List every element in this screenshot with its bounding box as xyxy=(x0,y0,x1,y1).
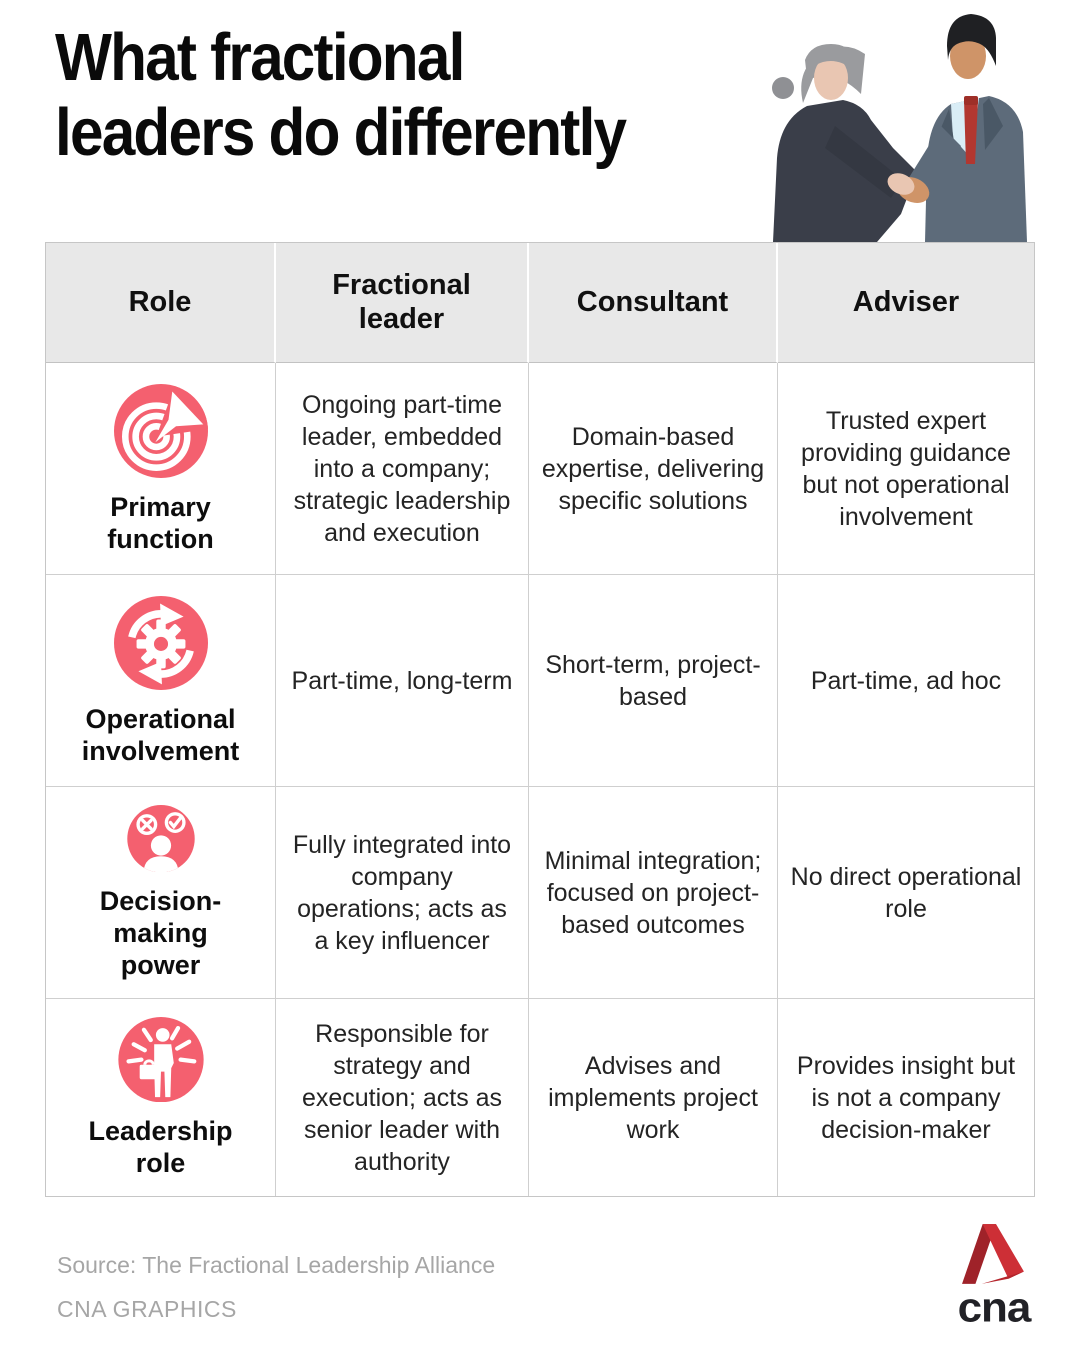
comparison-table: Role Fractional leader Consultant Advise… xyxy=(45,242,1035,1197)
cell-operational-involvement-consultant: Short-term, project-based xyxy=(529,575,778,787)
businessman-briefcase-icon xyxy=(117,1017,204,1103)
cell-primary-function-consultant: Domain-based expertise, delivering speci… xyxy=(529,363,778,575)
cell-decision-making-power-consultant: Minimal integration; focused on project-… xyxy=(529,787,778,999)
row-header-leadership-role: Leadership role xyxy=(46,999,276,1196)
cell-decision-making-power-adviser: No direct operational role xyxy=(778,787,1034,999)
row-header-primary-function: Primary function xyxy=(46,363,276,575)
cell-primary-function-fractional-leader: Ongoing part-time leader, embedded into … xyxy=(276,363,529,575)
cell-operational-involvement-adviser: Part-time, ad hoc xyxy=(778,575,1034,787)
cna-wordmark: cna xyxy=(957,1284,1032,1331)
page-title-line2: leaders do differently xyxy=(55,95,627,170)
column-header-role: Role xyxy=(46,243,276,363)
cell-leadership-role-adviser: Provides insight but is not a company de… xyxy=(796,1051,1016,1144)
cna-logo: cna xyxy=(948,1222,1040,1328)
cell-leadership-role-fractional-leader: Responsible for strategy and execution; … xyxy=(276,999,529,1196)
handshake-illustration xyxy=(772,14,1027,242)
page-title: What fractional leaders do differently xyxy=(55,20,627,170)
target-dart-icon xyxy=(113,383,208,478)
cna-logo-mark xyxy=(962,1224,1024,1284)
column-header-adviser: Adviser xyxy=(778,243,1034,363)
cell-decision-making-power-fractional-leader: Fully integrated into company operations… xyxy=(276,787,529,999)
row-header-decision-making-power: Decision-making power xyxy=(46,787,276,999)
person-check-cross-icon xyxy=(126,805,195,873)
credit-text: CNA GRAPHICS xyxy=(57,1296,237,1322)
column-header-fractional-leader: Fractional leader xyxy=(276,243,529,363)
role-label: Decision-making power xyxy=(99,886,222,981)
role-label: Primary function xyxy=(107,491,214,554)
role-label: Operational involvement xyxy=(81,703,240,766)
gear-cycle-icon xyxy=(113,595,208,690)
source-text: Source: The Fractional Leadership Allian… xyxy=(57,1252,496,1278)
cell-leadership-role-consultant: Advises and implements project work xyxy=(529,999,778,1196)
column-header-consultant: Consultant xyxy=(529,243,778,363)
row-header-operational-involvement: Operational involvement xyxy=(46,575,276,787)
cell-operational-involvement-fractional-leader: Part-time, long-term xyxy=(276,575,529,787)
page-title-line1: What fractional xyxy=(55,20,465,95)
role-label: Leadership role xyxy=(88,1116,233,1179)
cell-primary-function-adviser: Trusted expert providing guidance but no… xyxy=(778,363,1034,575)
